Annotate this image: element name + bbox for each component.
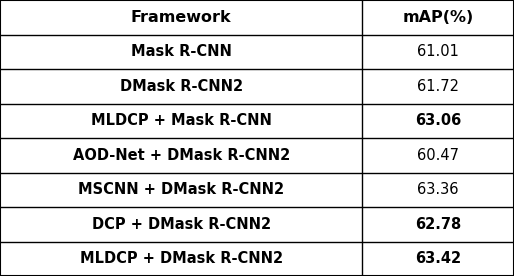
Text: 60.47: 60.47 bbox=[417, 148, 459, 163]
Text: MLDCP + DMask R-CNN2: MLDCP + DMask R-CNN2 bbox=[80, 251, 283, 266]
Text: 63.06: 63.06 bbox=[415, 113, 461, 128]
Text: AOD-Net + DMask R-CNN2: AOD-Net + DMask R-CNN2 bbox=[72, 148, 290, 163]
Text: MLDCP + Mask R-CNN: MLDCP + Mask R-CNN bbox=[91, 113, 271, 128]
Text: 63.36: 63.36 bbox=[417, 182, 459, 197]
Text: MSCNN + DMask R-CNN2: MSCNN + DMask R-CNN2 bbox=[78, 182, 284, 197]
Text: 61.72: 61.72 bbox=[417, 79, 459, 94]
Text: Mask R-CNN: Mask R-CNN bbox=[131, 44, 232, 59]
Text: DMask R-CNN2: DMask R-CNN2 bbox=[120, 79, 243, 94]
Text: Framework: Framework bbox=[131, 10, 231, 25]
Text: DCP + DMask R-CNN2: DCP + DMask R-CNN2 bbox=[91, 217, 271, 232]
Text: 62.78: 62.78 bbox=[415, 217, 461, 232]
Text: mAP(%): mAP(%) bbox=[402, 10, 474, 25]
Text: 63.42: 63.42 bbox=[415, 251, 461, 266]
Text: 61.01: 61.01 bbox=[417, 44, 459, 59]
